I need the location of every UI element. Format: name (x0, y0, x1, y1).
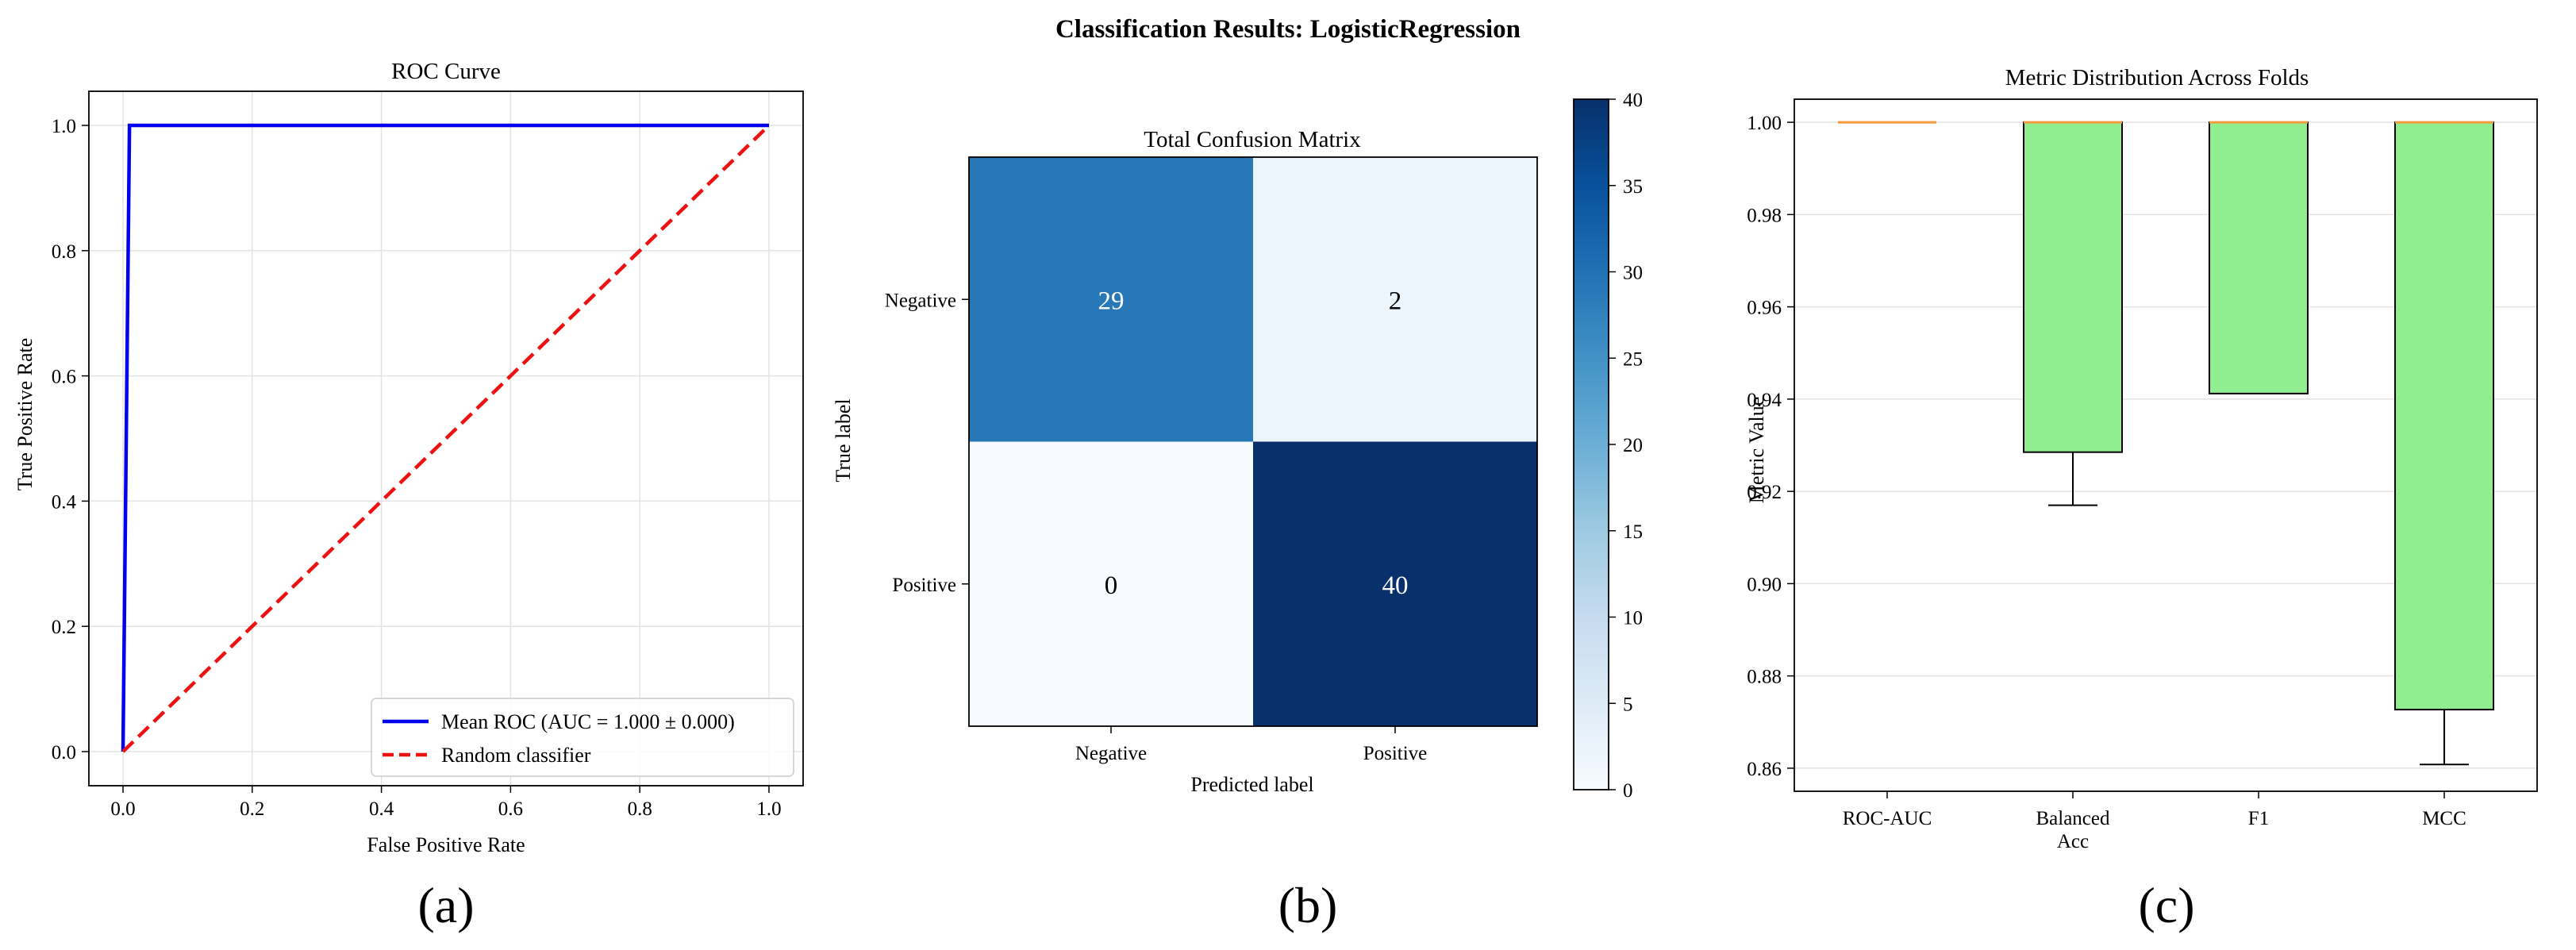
colorbar-tick-label: 40 (1623, 90, 1643, 111)
box-title: Metric Distribution Across Folds (2005, 65, 2309, 90)
confusion-matrix-grid: 29 2 0 40 Negative Positive Negative Positive (885, 156, 1538, 764)
legend-label-random: Random classifier (441, 744, 591, 767)
roc-xlabel: False Positive Rate (367, 833, 525, 856)
confusion-cell (969, 157, 1253, 442)
box-iqr (2209, 121, 2309, 394)
random-classifier-line (121, 124, 771, 753)
colorbar-tick-label: 10 (1623, 608, 1643, 629)
box-ylabel: Metric Value (1745, 397, 1768, 504)
roc-xtick-label: 0.4 (369, 798, 394, 820)
roc-xtick-label: 1.0 (756, 798, 781, 820)
box-ytick-label: 0.96 (1747, 298, 1782, 319)
box-ytick-label: 0.98 (1747, 205, 1782, 226)
confusion-cell (969, 441, 1253, 726)
confusion-cell (1253, 441, 1537, 726)
colorbar: 0 5 10 15 20 25 30 35 40 (1573, 90, 1643, 802)
box-xtick-label-line: F1 (2248, 808, 2269, 829)
roc-plot-area: 0.0 0.2 0.4 0.6 0.8 1.0 0.0 0.2 0.4 0.6 0.8 1.0 Mean… (52, 90, 804, 820)
panel-letter-a: (a) (417, 877, 474, 933)
mean-roc-line (121, 123, 769, 752)
box-ytick-label: 0.92 (1747, 482, 1782, 503)
cm-xtick-label: Positive (1363, 743, 1428, 764)
cm-xlabel: Predicted label (1190, 773, 1313, 796)
box-ytick-label: 1.00 (1747, 113, 1782, 134)
confusion-cell-value: 0 (1105, 571, 1118, 600)
roc-ytick-label: 0.6 (52, 367, 76, 388)
roc-ylabel: True Positive Rate (13, 338, 37, 491)
panel-letter-b: (b) (1278, 877, 1338, 933)
cm-title: Total Confusion Matrix (1144, 127, 1361, 152)
cm-xtick-label: Negative (1075, 743, 1147, 764)
box-ytick-label: 0.90 (1747, 574, 1782, 595)
roc-curve-panel: ROC Curve False Positive Rate True Posit… (13, 59, 804, 856)
box-iqr (2394, 121, 2494, 711)
roc-xtick-label: 0.8 (628, 798, 652, 820)
colorbar-tick-label: 35 (1623, 176, 1643, 198)
colorbar-tick-label: 5 (1623, 694, 1633, 715)
colorbar-tick-label: 30 (1623, 263, 1643, 284)
figure-title: Classification Results: LogisticRegressi… (1055, 15, 1521, 44)
roc-xtick-label: 0.6 (498, 798, 523, 820)
legend-label-mean-roc: Mean ROC (AUC = 1.000 ± 0.000) (441, 710, 735, 733)
roc-ytick-label: 0.0 (52, 742, 76, 763)
box-xtick-label-line: MCC (2422, 808, 2466, 829)
box-axes-frame (1794, 98, 2538, 792)
confusion-cell (1253, 157, 1537, 442)
cm-ylabel: True label (832, 398, 855, 482)
box-ytick-label: 0.88 (1747, 667, 1782, 688)
cm-ytick-label: Negative (885, 290, 956, 311)
roc-xtick-label: 0.0 (110, 798, 135, 820)
roc-ytick-label: 0.4 (52, 491, 77, 513)
confusion-cell-value: 2 (1389, 287, 1402, 315)
colorbar-tick-label: 25 (1623, 348, 1643, 370)
roc-axes-frame (88, 90, 804, 787)
confusion-cell-value: 29 (1098, 287, 1125, 315)
colorbar-tick-label: 0 (1623, 780, 1633, 802)
roc-xtick-label: 0.2 (240, 798, 264, 820)
box-xtick-label: F1 (2248, 808, 2269, 829)
box-ytick-label: 0.86 (1747, 759, 1782, 780)
panel-letter-c: (c) (2138, 877, 2194, 933)
colorbar-tick-label: 15 (1623, 521, 1643, 543)
confusion-matrix-panel: Total Confusion Matrix Predicted label T… (832, 90, 1643, 802)
metric-distribution-panel: Metric Distribution Across Folds Metric … (1745, 65, 2538, 852)
confusion-matrix-frame (968, 156, 1538, 727)
metric-boxplot-area: 0.86 0.88 0.90 0.92 0.94 0.96 0.98 1.00 ROC-AUC B… (1747, 98, 2538, 852)
box-ytick-label: 0.94 (1747, 390, 1782, 411)
box-xtick-label-line: Acc (2057, 831, 2089, 852)
confusion-cell-value: 40 (1382, 571, 1409, 600)
roc-legend-box (371, 698, 794, 777)
box-xtick-label: ROC-AUC (1843, 808, 1932, 829)
box-xtick-label-line: ROC-AUC (1843, 808, 1932, 829)
colorbar-tick-label: 20 (1623, 435, 1643, 456)
box-iqr (2023, 121, 2123, 453)
box-xtick-label: MCC (2422, 808, 2466, 829)
cm-ytick-label: Positive (892, 575, 956, 596)
roc-ytick-label: 0.2 (52, 617, 76, 638)
box-xtick-label-line: Balanced (2036, 808, 2110, 829)
roc-title: ROC Curve (391, 59, 501, 84)
roc-ytick-label: 1.0 (52, 116, 76, 137)
box-xtick-label: Balanced Acc (2036, 808, 2110, 852)
colorbar-bar (1573, 98, 1609, 790)
roc-ytick-label: 0.8 (52, 241, 76, 263)
